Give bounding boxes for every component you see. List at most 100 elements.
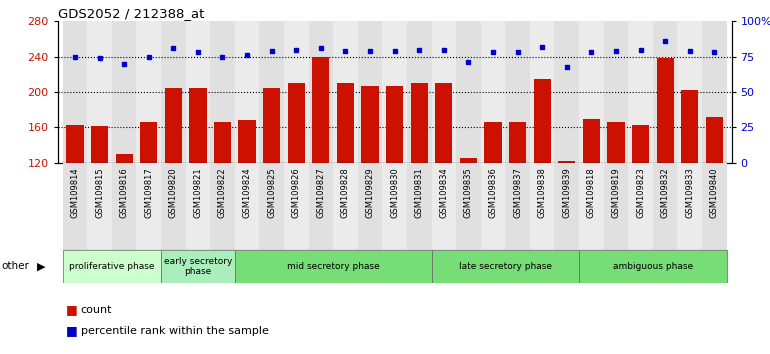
Bar <box>435 83 453 269</box>
Text: GSM109827: GSM109827 <box>316 167 326 218</box>
Bar <box>361 86 379 269</box>
Bar <box>140 122 157 269</box>
Bar <box>530 163 554 250</box>
Bar <box>657 58 674 269</box>
Bar <box>702 21 727 163</box>
Bar <box>263 87 280 269</box>
Text: ambiguous phase: ambiguous phase <box>613 262 693 271</box>
FancyBboxPatch shape <box>431 250 579 282</box>
Bar <box>484 122 501 269</box>
Text: GSM109832: GSM109832 <box>661 167 670 218</box>
Bar <box>214 122 231 269</box>
Bar <box>62 163 87 250</box>
Bar <box>509 122 526 269</box>
Bar <box>383 21 407 163</box>
Bar <box>333 21 358 163</box>
Text: late secretory phase: late secretory phase <box>459 262 552 271</box>
Bar <box>653 163 678 250</box>
Text: GSM109837: GSM109837 <box>513 167 522 218</box>
Text: GSM109823: GSM109823 <box>636 167 645 218</box>
Text: GSM109829: GSM109829 <box>366 167 374 218</box>
Bar <box>456 163 480 250</box>
Text: GSM109835: GSM109835 <box>464 167 473 218</box>
Bar <box>702 163 727 250</box>
Text: GSM109818: GSM109818 <box>587 167 596 218</box>
Bar <box>116 154 132 269</box>
Bar <box>259 163 284 250</box>
Bar <box>161 163 186 250</box>
Bar <box>62 21 87 163</box>
Text: GSM109820: GSM109820 <box>169 167 178 218</box>
Bar <box>505 163 530 250</box>
Bar <box>87 21 112 163</box>
Bar <box>239 120 256 269</box>
Text: GSM109838: GSM109838 <box>537 167 547 218</box>
Bar <box>604 21 628 163</box>
Bar <box>313 57 330 269</box>
Text: GSM109828: GSM109828 <box>341 167 350 218</box>
Text: GSM109822: GSM109822 <box>218 167 227 218</box>
Bar <box>480 21 505 163</box>
Bar <box>309 21 333 163</box>
Text: GSM109821: GSM109821 <box>193 167 203 218</box>
Bar <box>558 161 575 269</box>
Bar <box>456 21 480 163</box>
Bar <box>678 21 702 163</box>
Text: ■: ■ <box>65 303 77 316</box>
Bar <box>288 83 305 269</box>
Bar <box>136 21 161 163</box>
Bar <box>186 163 210 250</box>
Text: GSM109831: GSM109831 <box>415 167 424 218</box>
Text: GSM109833: GSM109833 <box>685 167 695 218</box>
Text: count: count <box>81 305 112 315</box>
Bar <box>410 83 428 269</box>
Text: ■: ■ <box>65 325 77 337</box>
Bar <box>189 87 206 269</box>
Bar <box>505 21 530 163</box>
Text: GSM109834: GSM109834 <box>440 167 448 218</box>
Bar <box>583 119 600 269</box>
Bar <box>210 21 235 163</box>
Text: other: other <box>2 261 29 271</box>
Bar <box>259 21 284 163</box>
Text: GSM109815: GSM109815 <box>95 167 104 218</box>
Bar <box>431 21 456 163</box>
Bar <box>407 163 431 250</box>
Bar <box>579 163 604 250</box>
Bar <box>112 21 136 163</box>
Bar <box>383 163 407 250</box>
Text: early secretory
phase: early secretory phase <box>164 257 232 276</box>
Text: GSM109840: GSM109840 <box>710 167 718 218</box>
Bar <box>480 163 505 250</box>
Bar <box>554 163 579 250</box>
Text: proliferative phase: proliferative phase <box>69 262 155 271</box>
Bar <box>358 163 383 250</box>
Text: GSM109839: GSM109839 <box>562 167 571 218</box>
Bar <box>210 163 235 250</box>
Text: percentile rank within the sample: percentile rank within the sample <box>81 326 269 336</box>
Bar <box>608 122 624 269</box>
Bar <box>87 163 112 250</box>
Bar <box>431 163 456 250</box>
Bar <box>628 163 653 250</box>
Bar <box>407 21 431 163</box>
Bar <box>705 117 723 269</box>
Bar <box>632 125 649 269</box>
Bar <box>91 126 108 269</box>
Bar <box>136 163 161 250</box>
FancyBboxPatch shape <box>62 250 161 282</box>
Text: GSM109830: GSM109830 <box>390 167 399 218</box>
Bar <box>165 87 182 269</box>
Bar <box>681 90 698 269</box>
Bar <box>235 21 259 163</box>
Text: GSM109816: GSM109816 <box>119 167 129 218</box>
Bar <box>333 163 358 250</box>
Bar <box>284 21 309 163</box>
Text: GSM109825: GSM109825 <box>267 167 276 218</box>
Bar <box>653 21 678 163</box>
Bar <box>554 21 579 163</box>
Bar <box>530 21 554 163</box>
Bar <box>336 83 354 269</box>
FancyBboxPatch shape <box>235 250 431 282</box>
FancyBboxPatch shape <box>161 250 235 282</box>
